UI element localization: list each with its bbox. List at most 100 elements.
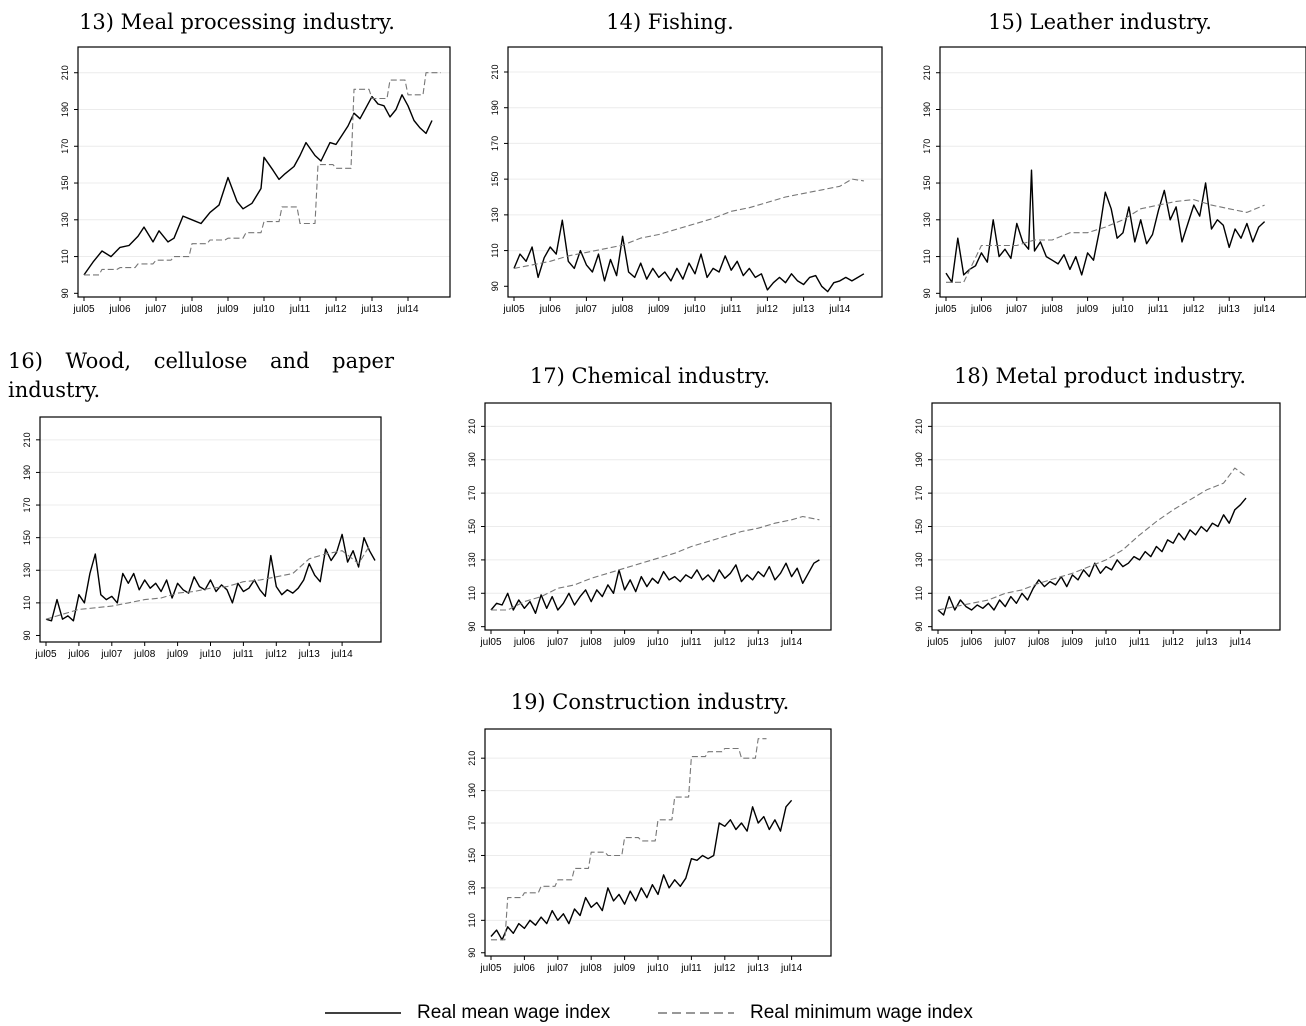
y-tick-label: 170 bbox=[914, 486, 924, 501]
x-tick-label: jul05 bbox=[34, 649, 57, 660]
y-tick-label: 110 bbox=[914, 586, 924, 600]
y-tick-label: 170 bbox=[922, 139, 932, 154]
plot-frame bbox=[939, 46, 1306, 298]
x-tick-label: jul14 bbox=[396, 304, 419, 315]
x-tick-label: jul14 bbox=[1229, 637, 1252, 648]
x-tick-label: jul11 bbox=[680, 963, 702, 974]
panel-title-13: 13) Meal processing industry. bbox=[79, 10, 395, 34]
series-line-minimum-wage bbox=[513, 178, 864, 269]
y-tick-label: 110 bbox=[60, 249, 70, 263]
y-tick-label: 90 bbox=[22, 630, 32, 640]
x-tick-label: jul05 bbox=[934, 304, 957, 315]
series-line-mean-wage bbox=[937, 497, 1247, 616]
x-tick-label: jul06 bbox=[970, 304, 993, 315]
series-line-mean-wage bbox=[490, 799, 793, 941]
x-tick-label: jul06 bbox=[539, 304, 562, 315]
y-tick-label: 170 bbox=[490, 136, 500, 151]
y-tick-label: 210 bbox=[22, 432, 32, 447]
plot-frame bbox=[507, 46, 883, 298]
x-tick-label: jul07 bbox=[546, 637, 569, 648]
x-tick-label: jul11 bbox=[289, 304, 311, 315]
x-tick-label: jul05 bbox=[479, 637, 502, 648]
y-tick-label: 190 bbox=[467, 452, 477, 467]
x-tick-label: jul10 bbox=[1111, 304, 1134, 315]
y-tick-label: 190 bbox=[490, 100, 500, 115]
x-tick-label: jul05 bbox=[479, 963, 502, 974]
x-tick-label: jul06 bbox=[513, 637, 536, 648]
y-tick-label: 110 bbox=[467, 586, 477, 600]
x-tick-label: jul11 bbox=[720, 304, 742, 315]
x-tick-label: jul14 bbox=[780, 963, 803, 974]
x-tick-label: jul12 bbox=[1182, 304, 1205, 315]
x-tick-label: jul12 bbox=[265, 649, 288, 660]
panel-title-18: 18) Metal product industry. bbox=[953, 364, 1247, 388]
legend-item-minimum: Real minimum wage index bbox=[658, 1000, 973, 1026]
y-tick-label: 110 bbox=[922, 249, 932, 263]
series-line-minimum-wage bbox=[491, 515, 820, 611]
y-tick-label: 90 bbox=[490, 281, 500, 291]
x-tick-label: jul08 bbox=[580, 637, 603, 648]
x-tick-label: jul14 bbox=[828, 304, 851, 315]
x-tick-label: jul08 bbox=[180, 304, 203, 315]
legend-label-minimum: Real minimum wage index bbox=[750, 1002, 973, 1023]
x-tick-label: jul07 bbox=[1005, 304, 1028, 315]
y-tick-label: 90 bbox=[60, 288, 70, 298]
y-tick-label: 130 bbox=[922, 212, 932, 227]
x-tick-label: jul06 bbox=[960, 637, 983, 648]
panel-title-17: 17) Chemical industry. bbox=[529, 364, 771, 388]
x-tick-label: jul14 bbox=[1253, 304, 1276, 315]
y-tick-label: 150 bbox=[467, 519, 477, 534]
y-tick-label: 150 bbox=[60, 176, 70, 191]
panel-title-19: 19) Construction industry. bbox=[510, 690, 790, 714]
x-tick-label: jul09 bbox=[1076, 304, 1099, 315]
x-tick-label: jul11 bbox=[1147, 304, 1169, 315]
y-tick-label: 190 bbox=[922, 102, 932, 117]
y-tick-label: 150 bbox=[467, 848, 477, 863]
panel-title-14: 14) Fishing. bbox=[606, 10, 734, 34]
x-tick-label: jul08 bbox=[133, 649, 156, 660]
y-tick-label: 130 bbox=[467, 880, 477, 895]
series-line-mean-wage bbox=[83, 94, 433, 276]
y-tick-label: 150 bbox=[22, 530, 32, 545]
x-tick-label: jul08 bbox=[1041, 304, 1064, 315]
y-tick-label: 90 bbox=[922, 288, 932, 298]
x-tick-label: jul12 bbox=[756, 304, 779, 315]
y-tick-label: 190 bbox=[60, 102, 70, 117]
x-tick-label: jul09 bbox=[216, 304, 239, 315]
legend-label-mean: Real mean wage index bbox=[417, 1002, 611, 1023]
x-tick-label: jul14 bbox=[331, 649, 354, 660]
y-tick-label: 110 bbox=[22, 596, 32, 610]
series-line-minimum-wage bbox=[84, 72, 441, 276]
x-tick-label: jul08 bbox=[1027, 637, 1050, 648]
panel-p17: 90 110 130 150 170 190 210 jul05 jul06 jul07 jul08… bbox=[467, 402, 832, 648]
panel-p14: 90 110 130 150 170 190 210 jul05 jul06 jul07 jul08… bbox=[490, 46, 883, 315]
series-line-mean-wage bbox=[45, 533, 376, 622]
x-tick-label: jul05 bbox=[926, 637, 949, 648]
x-tick-label: jul11 bbox=[1128, 637, 1150, 648]
x-tick-label: jul07 bbox=[100, 649, 123, 660]
y-tick-label: 110 bbox=[467, 913, 477, 927]
panel-p18: 90 110 130 150 170 190 210 jul05 jul06 jul07 jul08… bbox=[914, 402, 1281, 648]
y-tick-label: 110 bbox=[490, 243, 500, 257]
x-tick-label: jul14 bbox=[780, 637, 803, 648]
series-line-minimum-wage bbox=[946, 199, 1265, 283]
series-line-minimum-wage bbox=[45, 545, 370, 620]
y-tick-label: 150 bbox=[914, 519, 924, 534]
x-tick-label: jul08 bbox=[580, 963, 603, 974]
x-tick-label: jul11 bbox=[680, 637, 702, 648]
legend: Real mean wage index Real minimum wage i… bbox=[325, 1000, 1025, 1026]
y-tick-label: 150 bbox=[922, 176, 932, 191]
y-tick-label: 130 bbox=[490, 207, 500, 222]
legend-item-mean: Real mean wage index bbox=[325, 1000, 610, 1026]
x-tick-label: jul05 bbox=[502, 304, 525, 315]
y-tick-label: 170 bbox=[467, 486, 477, 501]
x-tick-label: jul13 bbox=[1195, 637, 1218, 648]
x-tick-label: jul12 bbox=[713, 963, 736, 974]
x-tick-label: jul10 bbox=[683, 304, 706, 315]
x-tick-label: jul07 bbox=[144, 304, 167, 315]
panel-p19: 90 110 130 150 170 190 210 jul05 jul06 jul07 jul08… bbox=[467, 728, 832, 974]
x-tick-label: jul07 bbox=[546, 963, 569, 974]
x-tick-label: jul13 bbox=[747, 637, 770, 648]
x-tick-label: jul09 bbox=[613, 963, 636, 974]
